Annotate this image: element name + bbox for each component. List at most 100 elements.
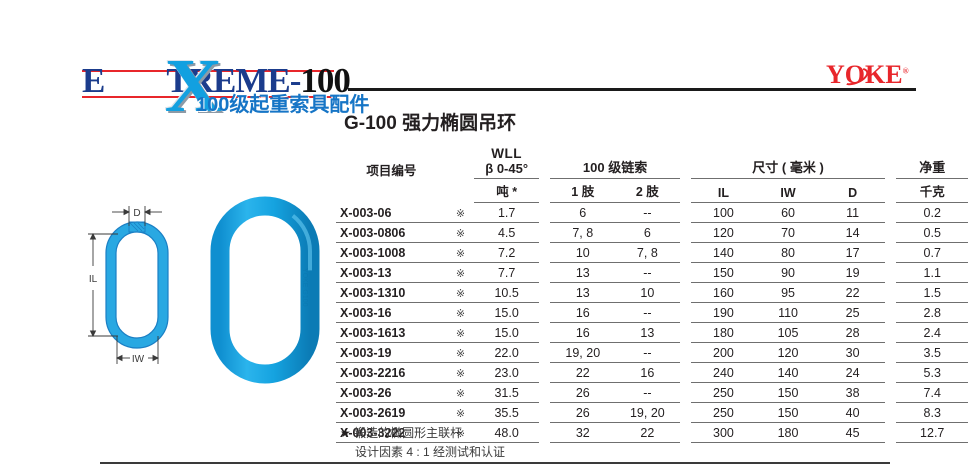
cell-d: 17 bbox=[820, 242, 885, 264]
cell-il: 240 bbox=[691, 362, 756, 384]
cell-spacer bbox=[885, 243, 897, 263]
yoke-letters-ke: KE bbox=[865, 60, 903, 89]
cell-spacer bbox=[539, 343, 551, 363]
cell-leg1: 26 bbox=[550, 402, 616, 424]
table-row: X-003-0806 ※ 4.5 7, 8 6 120 70 14 0.5 bbox=[336, 222, 968, 244]
cell-il: 100 bbox=[691, 202, 756, 224]
cell-d: 14 bbox=[820, 222, 885, 244]
cell-il: 150 bbox=[691, 262, 756, 284]
cell-mark: ※ bbox=[446, 202, 475, 224]
cell-kg: 12.7 bbox=[896, 422, 968, 444]
cell-il: 120 bbox=[691, 222, 756, 244]
cell-leg1: 32 bbox=[550, 422, 616, 444]
cell-spacer bbox=[885, 223, 897, 243]
logo-bottom-rule bbox=[82, 96, 334, 98]
th-unit-kg: 千克 bbox=[896, 178, 968, 204]
footnote-text-1: 锻造的椭圆形主联杆 bbox=[354, 426, 463, 440]
logo-subtitle: 100级起重索具配件 bbox=[196, 94, 370, 116]
cell-spacer bbox=[680, 403, 692, 423]
cell-leg1: 16 bbox=[550, 302, 616, 324]
cell-spacer bbox=[680, 283, 692, 303]
cell-iw: 80 bbox=[755, 242, 821, 264]
svg-text:YOKE G100: YOKE G100 bbox=[301, 268, 308, 307]
cell-iw: 95 bbox=[755, 282, 821, 304]
table-group-header-row: 项目编号 WLL β 0-45° 100 级链索 尺寸 ( 毫米 ) 净重 bbox=[336, 146, 968, 180]
cell-kg: 1.1 bbox=[896, 262, 968, 284]
cell-leg2: 13 bbox=[615, 322, 680, 344]
table-body: X-003-06 ※ 1.7 6 -- 100 60 11 0.2 X-003-0806 ※ 4.5 7… bbox=[336, 202, 968, 444]
svg-text:IW: IW bbox=[132, 354, 145, 365]
cell-mark: ※ bbox=[446, 262, 475, 284]
cell-spacer bbox=[539, 223, 551, 243]
cell-kg: 2.8 bbox=[896, 302, 968, 324]
cell-spacer bbox=[539, 383, 551, 403]
cell-d: 19 bbox=[820, 262, 885, 284]
cell-leg2: -- bbox=[615, 262, 680, 284]
cell-leg1: 10 bbox=[550, 242, 616, 264]
yoke-letter-y: Y bbox=[826, 60, 845, 89]
cell-leg2: 22 bbox=[615, 422, 680, 444]
cell-mark: ※ bbox=[446, 382, 475, 404]
cell-il: 200 bbox=[691, 342, 756, 364]
cell-wll: 4.5 bbox=[474, 222, 539, 244]
cell-code: X-003-3222 bbox=[336, 422, 447, 444]
cell-spacer bbox=[885, 303, 897, 323]
cell-wll: 7.7 bbox=[474, 262, 539, 284]
th-unit-il: IL bbox=[691, 178, 756, 204]
page-title: G-100 强力椭圆吊环 bbox=[344, 113, 517, 134]
cell-wll: 15.0 bbox=[474, 322, 539, 344]
oval-master-link-dimension-drawing: D IL IW bbox=[78, 196, 214, 378]
cell-spacer bbox=[539, 283, 551, 303]
cell-d: 24 bbox=[820, 362, 885, 384]
cell-kg: 1.5 bbox=[896, 282, 968, 304]
cell-leg1: 19, 20 bbox=[550, 342, 616, 364]
footnote-line-1: ★ 锻造的椭圆形主联杆 bbox=[340, 424, 505, 443]
cell-spacer bbox=[680, 223, 692, 243]
cell-wll: 15.0 bbox=[474, 302, 539, 324]
cell-leg2: 7, 8 bbox=[615, 242, 680, 264]
logo-100: 100 bbox=[300, 61, 350, 100]
cell-leg2: -- bbox=[615, 302, 680, 324]
cell-leg2: -- bbox=[615, 202, 680, 224]
cell-iw: 105 bbox=[755, 322, 821, 344]
cell-iw: 180 bbox=[755, 422, 821, 444]
cell-spacer bbox=[539, 323, 551, 343]
header-divider bbox=[348, 88, 916, 91]
cell-leg2: 19, 20 bbox=[615, 402, 680, 424]
cell-kg: 7.4 bbox=[896, 382, 968, 404]
th-mark bbox=[447, 146, 475, 179]
cell-spacer bbox=[885, 343, 897, 363]
table-row: X-003-13 ※ 7.7 13 -- 150 90 19 1.1 bbox=[336, 262, 968, 284]
cell-wll: 23.0 bbox=[474, 362, 539, 384]
th-weight-group: 净重 bbox=[896, 146, 968, 180]
cell-code: X-003-1613 bbox=[336, 322, 447, 344]
cell-d: 45 bbox=[820, 422, 885, 444]
cell-mark: ※ bbox=[446, 342, 475, 364]
cell-spacer bbox=[680, 243, 692, 263]
cell-spacer bbox=[885, 323, 897, 343]
cell-il: 180 bbox=[691, 322, 756, 344]
cell-spacer bbox=[680, 203, 692, 223]
cell-il: 250 bbox=[691, 382, 756, 404]
cell-iw: 90 bbox=[755, 262, 821, 284]
cell-spacer bbox=[539, 203, 551, 223]
cell-spacer bbox=[539, 423, 551, 443]
cell-spacer bbox=[539, 303, 551, 323]
cell-spacer bbox=[539, 403, 551, 423]
cell-leg2: -- bbox=[615, 342, 680, 364]
cell-mark: ※ bbox=[446, 402, 475, 424]
cell-leg1: 6 bbox=[550, 202, 616, 224]
cell-iw: 110 bbox=[755, 302, 821, 324]
cell-leg1: 26 bbox=[550, 382, 616, 404]
cell-d: 40 bbox=[820, 402, 885, 424]
cell-wll: 7.2 bbox=[474, 242, 539, 264]
cell-leg1: 22 bbox=[550, 362, 616, 384]
cell-spacer bbox=[539, 243, 551, 263]
cell-wll: 1.7 bbox=[474, 202, 539, 224]
cell-spacer bbox=[885, 283, 897, 303]
yoke-orbit-icon: O bbox=[838, 62, 871, 89]
cell-d: 11 bbox=[820, 202, 885, 224]
page-bottom-rule bbox=[100, 462, 890, 464]
cell-spacer bbox=[680, 303, 692, 323]
table-unit-header-row: 吨 * 1 肢 2 肢 IL IW D 千克 bbox=[336, 178, 968, 204]
